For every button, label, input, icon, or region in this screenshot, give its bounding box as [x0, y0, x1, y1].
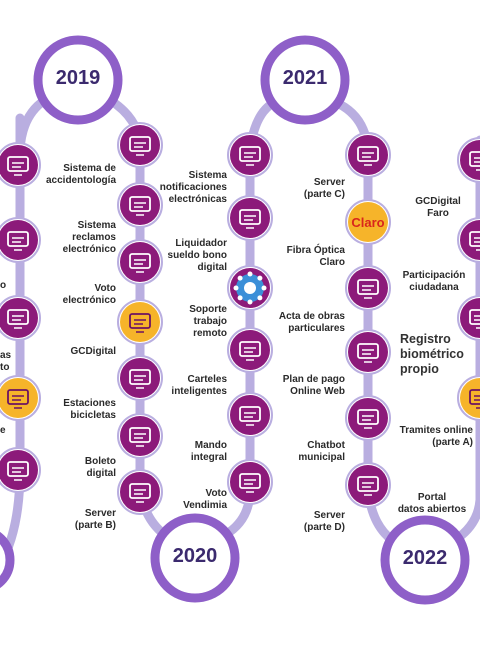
milestone-nodes: Claro	[0, 122, 480, 515]
worker-icon	[345, 265, 391, 311]
path-arc-2019	[15, 95, 50, 155]
money-hand-icon	[227, 195, 273, 241]
claro-logo-text: Claro	[351, 215, 384, 230]
virus-icon	[227, 265, 273, 311]
label-vendimia: Voto Vendimia	[183, 488, 227, 511]
partial-label-to: to	[0, 362, 10, 373]
road-sign-icon	[227, 327, 273, 373]
year-ring-2019	[33, 35, 123, 125]
network-icon	[0, 447, 41, 493]
label-portal: Portal datos abiertos	[397, 492, 467, 515]
chatbot-icon	[345, 395, 391, 441]
label-tramites: Tramites online (parte A)	[399, 425, 473, 448]
year-label-2021: 2021	[282, 67, 328, 89]
year-label-2022: 2022	[402, 547, 448, 569]
claro-logo: Claro	[345, 199, 391, 245]
monitor-person-icon	[0, 217, 41, 263]
open-data-icon	[457, 375, 480, 421]
year-ring-partial	[0, 531, 15, 589]
label-server-b: Server (parte B)	[74, 508, 116, 531]
label-participacion: Participación ciudadana	[402, 270, 466, 293]
label-liquidador: Liquidador sueldo bono digital	[167, 238, 227, 273]
label-acta: Acta de obras particulares	[278, 311, 345, 334]
label-boleto: Boleto digital	[84, 456, 116, 479]
calendar-money-icon	[345, 329, 391, 375]
label-soporte: Soporte trabajo remoto	[189, 304, 227, 339]
label-carteles: Carteles inteligentes	[171, 374, 227, 397]
year-label-2019: 2019	[55, 67, 101, 89]
cloud-server-icon	[345, 132, 391, 178]
monitor-icon	[227, 392, 273, 438]
label-voto: Voto electrónico	[62, 283, 116, 306]
label-chatbot: Chatbot municipal	[298, 440, 345, 463]
bicycle-icon	[117, 355, 163, 401]
fingerprint-icon	[457, 217, 480, 263]
partial-label-as: as	[0, 350, 12, 361]
ticket-icon	[117, 413, 163, 459]
partial-label-e: e	[0, 425, 6, 436]
house-heart-icon	[0, 142, 41, 188]
ballot-box-icon	[117, 299, 163, 345]
presentation-icon	[117, 239, 163, 285]
partial-label-o: o	[0, 280, 7, 291]
web-icon	[457, 295, 480, 341]
hand-heart-icon	[345, 462, 391, 508]
server-network-icon	[117, 469, 163, 515]
people-icon	[457, 137, 480, 183]
year-ring-2020	[150, 513, 240, 603]
label-server-d: Server (parte D)	[303, 510, 345, 533]
label-accidentologia: Sistema de accidentología	[45, 163, 116, 186]
year-ring-2021	[260, 35, 350, 125]
laptop-icon	[0, 375, 41, 421]
label-gcdigital: GCDigital	[70, 346, 116, 357]
label-mando: Mando integral	[190, 440, 227, 463]
label-notificaciones: Sistema notificaciones electrónicas	[159, 170, 227, 205]
label-plan-pago: Plan de pago Online Web	[282, 374, 345, 397]
binders-icon	[117, 182, 163, 228]
label-fibra: Fibra Óptica Claro	[286, 245, 345, 268]
year-ring-2022	[380, 515, 470, 605]
label-reclamos: Sistema reclamos electrónico	[62, 220, 116, 255]
label-server-c: Server (parte C)	[303, 177, 345, 200]
label-gcdigital-faro: GCDigital Faro	[415, 196, 461, 219]
chart-icon	[227, 132, 273, 178]
laptop-screen-icon	[227, 459, 273, 505]
label-registro: Registro biométrico propio	[400, 332, 464, 376]
car-crash-icon	[117, 122, 163, 168]
year-label-2020: 2020	[172, 545, 218, 567]
label-estaciones: Estaciones bicicletas	[63, 398, 116, 421]
receipt-icon	[0, 295, 41, 341]
